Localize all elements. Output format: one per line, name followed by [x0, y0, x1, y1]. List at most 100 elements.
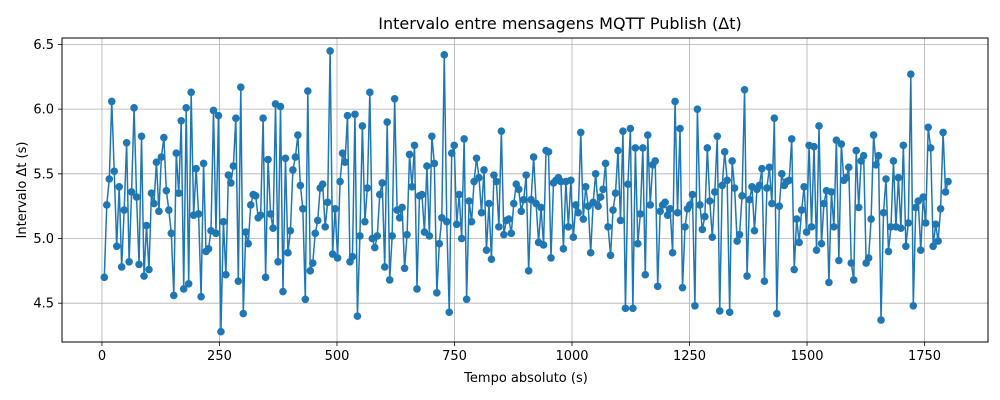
data-point [157, 153, 166, 161]
plot-frame [61, 37, 989, 343]
data-point [539, 241, 548, 249]
data-point [301, 295, 310, 304]
data-point [909, 301, 918, 310]
data-point [482, 246, 491, 254]
data-point [547, 254, 555, 262]
data-point [936, 204, 945, 213]
data-point [715, 307, 724, 315]
data-point [537, 203, 545, 212]
data-point [507, 229, 516, 238]
data-point [768, 199, 776, 208]
data-point [765, 163, 774, 172]
data-point [152, 158, 161, 166]
data-point [492, 177, 501, 186]
data-point [636, 210, 645, 218]
data-point [591, 170, 600, 178]
data-point [117, 263, 126, 271]
data-point [445, 308, 454, 317]
x-tick-label: 250 [207, 349, 232, 364]
data-point [371, 243, 379, 252]
data-point [735, 230, 744, 239]
data-point [770, 114, 779, 122]
data-point [817, 239, 826, 248]
data-point [666, 204, 674, 213]
data-point [941, 188, 950, 196]
data-point [311, 229, 320, 238]
data-point [710, 188, 719, 196]
data-point [663, 211, 672, 220]
data-point [639, 144, 647, 152]
data-point [147, 189, 156, 198]
data-point [380, 263, 389, 271]
data-point [934, 237, 942, 245]
data-point [621, 304, 630, 313]
data-point [333, 254, 342, 262]
data-point [447, 149, 456, 157]
data-point [872, 160, 880, 169]
data-point [410, 141, 419, 150]
data-point [720, 148, 729, 156]
data-point [514, 185, 523, 194]
data-point [693, 105, 702, 113]
data-point [390, 95, 399, 103]
data-point [919, 193, 928, 201]
y-tick-label: 6.5 [33, 38, 54, 53]
data-point [460, 135, 468, 143]
data-point [678, 283, 687, 292]
data-point [797, 206, 806, 214]
data-point [326, 47, 334, 55]
data-point [614, 146, 622, 155]
data-point [112, 242, 121, 251]
data-point [219, 217, 228, 226]
data-point [194, 210, 203, 218]
data-point [802, 228, 811, 236]
data-point [241, 228, 250, 236]
data-point [676, 124, 684, 133]
data-point [939, 128, 947, 137]
data-point [564, 223, 573, 231]
data-point [199, 159, 208, 168]
data-point [594, 202, 602, 210]
data-point [234, 277, 243, 286]
data-point [500, 230, 508, 239]
data-point [495, 223, 503, 231]
data-point [284, 248, 292, 257]
data-point [758, 164, 766, 173]
data-point [182, 104, 190, 112]
data-point [522, 171, 530, 179]
data-point [209, 106, 218, 115]
data-point [375, 190, 384, 199]
data-point [924, 123, 932, 132]
data-point [137, 132, 146, 141]
y-axis-label: Intervalo Δt (s) [15, 142, 30, 239]
data-point [229, 162, 238, 170]
data-point [728, 157, 736, 165]
data-point [192, 164, 200, 173]
data-point [472, 154, 481, 163]
data-point [321, 223, 329, 231]
data-point [264, 155, 272, 164]
data-point [847, 259, 856, 267]
data-point [544, 148, 553, 156]
data-point [842, 173, 851, 182]
data-point [624, 180, 632, 188]
data-point [795, 238, 803, 247]
data-point [681, 223, 689, 231]
data-point [296, 181, 305, 190]
data-point [179, 285, 188, 293]
x-tick-label: 1250 [673, 349, 706, 364]
data-point [899, 141, 908, 150]
data-point [132, 193, 141, 201]
data-point [559, 245, 568, 253]
data-point [304, 87, 312, 95]
data-point [281, 154, 290, 163]
data-point [286, 226, 295, 235]
y-tick-label: 4.5 [33, 297, 54, 312]
data-point [733, 237, 741, 245]
data-point [854, 203, 863, 212]
data-point [110, 167, 119, 176]
data-point [323, 198, 332, 207]
data-point [130, 104, 138, 112]
data-point [651, 157, 660, 165]
